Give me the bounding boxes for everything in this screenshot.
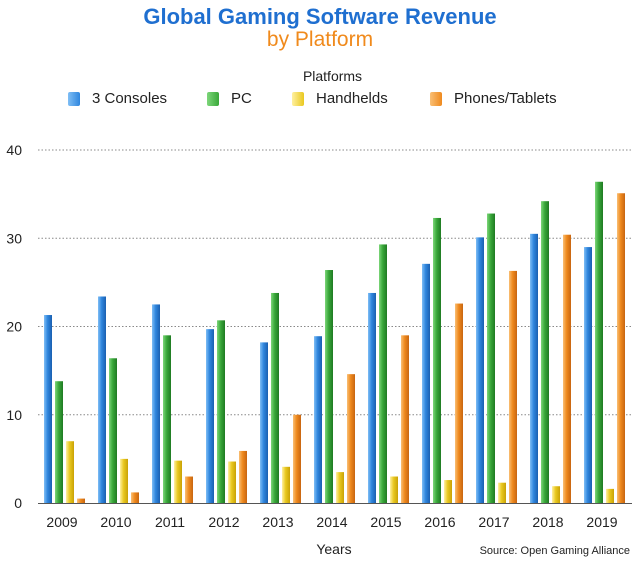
bar-consoles-2014 bbox=[314, 336, 322, 503]
y-axis-ticks: 0 10 20 30 40 bbox=[6, 142, 22, 511]
bars bbox=[44, 181, 625, 504]
bar-phones-2013 bbox=[293, 414, 301, 503]
x-tick-label: 2009 bbox=[46, 514, 77, 530]
bar-consoles-2019 bbox=[584, 247, 592, 503]
bar-handhelds-2017 bbox=[498, 482, 506, 503]
y-tick-label: 40 bbox=[6, 142, 22, 158]
y-tick-label: 10 bbox=[6, 407, 22, 423]
bar-pc-2009 bbox=[55, 381, 63, 503]
legend-swatch-pc bbox=[207, 91, 219, 106]
bar-handhelds-2015 bbox=[390, 476, 398, 503]
bar-consoles-2012 bbox=[206, 329, 214, 503]
bar-pc-2014 bbox=[325, 270, 333, 503]
bar-phones-2015 bbox=[401, 335, 409, 503]
bar-consoles-2016 bbox=[422, 263, 430, 503]
bar-consoles-2017 bbox=[476, 237, 484, 503]
bar-phones-2019 bbox=[617, 193, 625, 503]
bar-phones-2014 bbox=[347, 374, 355, 503]
x-axis-label: Years bbox=[316, 541, 351, 557]
bar-pc-2016 bbox=[433, 217, 441, 503]
bar-pc-2010 bbox=[109, 358, 117, 503]
bar-handhelds-2016 bbox=[444, 480, 452, 503]
legend-swatch-consoles bbox=[68, 91, 80, 106]
x-tick-label: 2011 bbox=[155, 514, 185, 530]
y-tick-label: 0 bbox=[14, 495, 22, 511]
bar-phones-2009 bbox=[77, 498, 85, 503]
bar-consoles-2013 bbox=[260, 342, 268, 503]
x-tick-label: 2013 bbox=[262, 514, 293, 530]
bar-pc-2012 bbox=[217, 320, 225, 503]
legend-item-pc: PC bbox=[207, 90, 252, 107]
legend: 3 Consoles PC Handhelds Phones/Tablets bbox=[0, 90, 640, 110]
legend-swatch-handhelds bbox=[292, 91, 304, 106]
bar-phones-2017 bbox=[509, 270, 517, 503]
bar-pc-2017 bbox=[487, 213, 495, 504]
x-tick-label: 2018 bbox=[532, 514, 563, 530]
bar-phones-2010 bbox=[131, 492, 139, 503]
legend-label-handhelds: Handhelds bbox=[316, 90, 388, 107]
y-tick-label: 20 bbox=[6, 319, 22, 335]
x-tick-label: 2016 bbox=[424, 514, 455, 530]
bar-consoles-2018 bbox=[530, 233, 538, 503]
source-note: Source: Open Gaming Alliance bbox=[479, 545, 630, 557]
legend-label-pc: PC bbox=[231, 90, 252, 107]
chart-subtitle: by Platform bbox=[266, 28, 374, 51]
bar-handhelds-2011 bbox=[174, 460, 182, 503]
bar-phones-2018 bbox=[563, 234, 571, 503]
x-tick-label: 2012 bbox=[208, 514, 239, 530]
bar-consoles-2011 bbox=[152, 304, 160, 503]
bar-handhelds-2010 bbox=[120, 458, 128, 503]
legend-item-handhelds: Handhelds bbox=[292, 90, 388, 107]
bar-pc-2019 bbox=[595, 181, 603, 503]
bar-handhelds-2019 bbox=[606, 488, 614, 503]
legend-label-consoles: 3 Consoles bbox=[92, 90, 168, 107]
legend-item-consoles: 3 Consoles bbox=[68, 90, 167, 107]
bar-phones-2016 bbox=[455, 303, 463, 503]
bar-handhelds-2014 bbox=[336, 472, 344, 503]
legend-label-phones: Phones/Tablets bbox=[454, 90, 557, 107]
legend-item-phones: Phones/Tablets bbox=[430, 90, 557, 107]
legend-title: Platforms bbox=[302, 68, 363, 84]
bar-consoles-2009 bbox=[44, 315, 52, 503]
x-tick-label: 2015 bbox=[370, 514, 401, 530]
legend-swatch-phones bbox=[430, 91, 442, 106]
bar-handhelds-2013 bbox=[282, 466, 290, 503]
chart-title: Global Gaming Software Revenue bbox=[143, 4, 497, 29]
x-tick-label: 2010 bbox=[100, 514, 131, 530]
bar-pc-2018 bbox=[541, 201, 549, 503]
bar-pc-2013 bbox=[271, 292, 279, 503]
bar-handhelds-2012 bbox=[228, 461, 236, 503]
x-tick-label: 2017 bbox=[478, 514, 509, 530]
x-tick-label: 2019 bbox=[586, 514, 617, 530]
bar-phones-2011 bbox=[185, 476, 193, 503]
bar-handhelds-2009 bbox=[66, 441, 74, 503]
x-axis-ticks: 2009 2010 2011 2012 2013 2014 2015 2016 2017 2018… bbox=[46, 514, 617, 530]
bar-consoles-2015 bbox=[368, 292, 376, 503]
bar-handhelds-2018 bbox=[552, 486, 560, 503]
bar-phones-2012 bbox=[239, 450, 247, 503]
bar-pc-2015 bbox=[379, 244, 387, 504]
bar-consoles-2010 bbox=[98, 296, 106, 503]
x-tick-label: 2014 bbox=[316, 514, 347, 530]
y-tick-label: 30 bbox=[6, 230, 22, 246]
bar-pc-2011 bbox=[163, 335, 171, 503]
